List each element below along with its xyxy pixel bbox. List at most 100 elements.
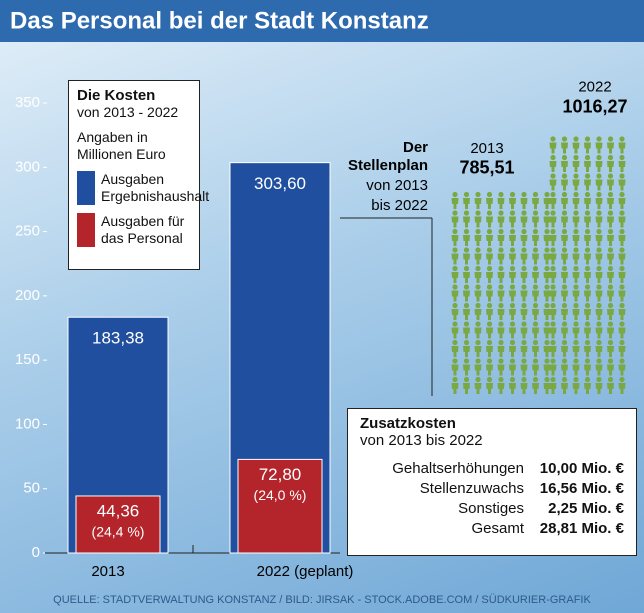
person-icon	[561, 173, 568, 191]
person-icon	[509, 191, 516, 209]
person-icon	[463, 358, 470, 376]
person-icon	[618, 191, 626, 209]
person-icon	[486, 191, 493, 209]
person-icon	[543, 321, 551, 339]
person-icon	[451, 321, 459, 339]
pictogram	[549, 136, 626, 394]
person-icon	[595, 191, 603, 209]
y-tick-label: 0	[32, 544, 40, 561]
person-icon	[497, 358, 505, 376]
row-value: 16,56 Mio. €	[539, 480, 624, 497]
person-icon	[584, 173, 591, 191]
person-icon	[532, 191, 539, 209]
person-icon	[463, 265, 470, 283]
row-label: Gehaltserhöhungen	[392, 460, 524, 477]
person-icon	[474, 376, 482, 394]
person-icon	[618, 265, 626, 283]
person-icon	[561, 154, 568, 172]
year-label: 2013	[470, 140, 503, 157]
person-icon	[509, 321, 516, 339]
legend: Die Kosten von 2013 - 2022 Angaben in Mi…	[68, 80, 209, 270]
person-icon	[572, 376, 580, 394]
stellenplan-title: Stellenplan	[348, 157, 428, 174]
person-icon	[561, 358, 568, 376]
person-icon	[549, 210, 557, 228]
person-icon	[474, 191, 482, 209]
legend-item: Ausgaben für das Personal	[77, 213, 191, 247]
person-icon	[618, 284, 626, 302]
person-icon	[497, 376, 505, 394]
y-tick-label: 100	[15, 415, 40, 432]
person-icon	[549, 302, 557, 320]
title-bar	[0, 0, 644, 42]
person-icon	[572, 173, 580, 191]
person-icon	[572, 284, 580, 302]
person-icon	[618, 376, 626, 394]
chart-title: Das Personal bei der Stadt Konstanz	[10, 7, 429, 34]
table-title: Zusatzkosten	[360, 415, 456, 432]
person-icon	[561, 302, 568, 320]
person-icon	[549, 358, 557, 376]
person-icon	[607, 265, 614, 283]
person-icon	[549, 173, 557, 191]
person-icon	[509, 339, 516, 357]
person-icon	[520, 358, 528, 376]
person-icon	[543, 302, 551, 320]
person-icon	[595, 302, 603, 320]
person-icon	[618, 358, 626, 376]
person-icon	[543, 210, 551, 228]
person-icon	[520, 228, 528, 246]
person-icon	[451, 376, 459, 394]
person-icon	[607, 302, 614, 320]
person-icon	[572, 358, 580, 376]
person-icon	[543, 191, 551, 209]
person-icon	[532, 302, 539, 320]
y-tick-label: 300	[15, 158, 40, 175]
row-label: Gesamt	[471, 520, 524, 537]
person-icon	[618, 321, 626, 339]
year-label: 2022	[578, 79, 611, 96]
legend-item: Ausgaben Ergebnishaushalt	[77, 171, 209, 205]
stellenplan-subtitle: von 2013	[366, 177, 428, 194]
person-icon	[595, 228, 603, 246]
share-label: (24,4 %)	[92, 524, 145, 540]
person-icon	[561, 339, 568, 357]
person-icon	[451, 228, 459, 246]
person-icon	[532, 321, 539, 339]
person-icon	[584, 321, 591, 339]
person-icon	[549, 228, 557, 246]
person-icon	[474, 210, 482, 228]
person-icon	[463, 247, 470, 265]
person-icon	[532, 339, 539, 357]
person-icon	[486, 228, 493, 246]
person-icon	[561, 265, 568, 283]
x-tick-label: 2022 (geplant)	[257, 563, 354, 580]
person-icon	[595, 247, 603, 265]
person-icon	[451, 339, 459, 357]
person-icon	[474, 265, 482, 283]
person-icon	[486, 376, 493, 394]
person-icon	[486, 247, 493, 265]
person-icon	[572, 302, 580, 320]
person-icon	[497, 321, 505, 339]
person-icon	[549, 284, 557, 302]
person-icon	[543, 265, 551, 283]
table-row: Stellenzuwachs 16,56 Mio. €	[360, 479, 624, 499]
person-icon	[595, 284, 603, 302]
person-icon	[595, 339, 603, 357]
person-icon	[474, 247, 482, 265]
person-icon	[497, 265, 505, 283]
value-label: 303,60	[254, 174, 306, 193]
value-label: 72,80	[259, 465, 302, 484]
person-icon	[618, 136, 626, 154]
share-label: (24,0 %)	[254, 487, 307, 503]
person-icon	[549, 376, 557, 394]
person-icon	[561, 321, 568, 339]
person-icon	[584, 358, 591, 376]
legend-swatch	[77, 213, 95, 247]
person-icon	[520, 321, 528, 339]
person-icon	[451, 358, 459, 376]
person-icon	[474, 284, 482, 302]
person-icon	[520, 339, 528, 357]
